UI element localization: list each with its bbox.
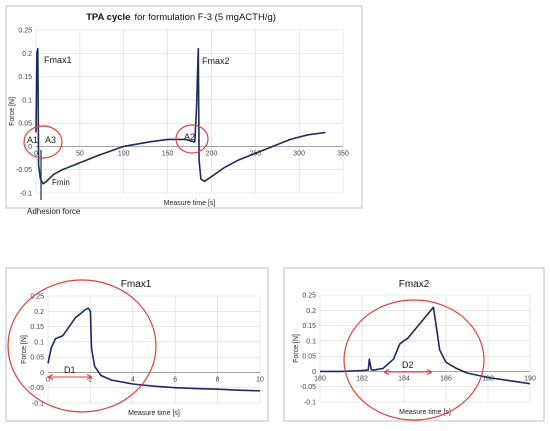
y-tick-label: -0.1 (32, 401, 44, 408)
y-tick-label: 0.05 (302, 354, 316, 361)
y-axis-title: Force [N] (21, 335, 28, 364)
annotation-a1: A1 (27, 135, 38, 145)
x-tick-label: 0 (46, 376, 50, 383)
y-tick-label: -0.1 (304, 400, 316, 407)
x-tick-label: 350 (337, 150, 349, 157)
top-gridlines (35, 29, 344, 194)
y-tick-label: 0 (312, 369, 316, 376)
right-panel: Fmax2 -0.1 -0.05 0 0.05 0.1 0.15 0.2 0.25 180 182… (283, 267, 545, 422)
annotation-a2: A2 (184, 132, 195, 142)
y-tick-label: 0.15 (18, 74, 32, 81)
d2-arrowhead-right (426, 369, 433, 375)
right-title: Fmax2 (399, 279, 430, 290)
left-title: Fmax1 (121, 279, 152, 290)
y-tick-label: -0.05 (300, 384, 316, 391)
y-tick-label: -0.05 (16, 167, 32, 174)
right-force-line (320, 306, 531, 385)
x-axis-title: Measure time [s] (128, 410, 180, 417)
x-tick-label: 300 (293, 150, 305, 157)
y-tick-label: 0.2 (22, 51, 32, 58)
x-tick-label: 0 (34, 150, 38, 157)
annotation-fmax2: Fmax2 (202, 56, 230, 66)
circle-fmax2 (343, 299, 485, 421)
top-panel-frame (5, 5, 363, 209)
x-tick-label: 184 (398, 375, 410, 382)
x-axis-title: Measure time [s] (399, 409, 451, 416)
circle-a2 (175, 124, 209, 154)
d1-label: D1 (64, 365, 76, 375)
right-panel-frame (283, 267, 545, 422)
left-panel-frame (5, 267, 269, 422)
x-tick-label: 188 (482, 375, 494, 382)
y-tick-label: 0.1 (22, 97, 32, 104)
x-tick-label: 190 (524, 375, 536, 382)
top-force-line (35, 47, 326, 185)
circle-a1-a3 (23, 125, 63, 159)
y-axis-title: Force [N] (293, 334, 300, 363)
x-tick-label: 10 (256, 376, 264, 383)
right-gridlines (319, 294, 531, 403)
left-force-line (47, 307, 261, 392)
d1-arrowhead-left (47, 374, 54, 380)
x-tick-label: 180 (314, 375, 326, 382)
y-tick-label: 0.2 (34, 309, 44, 316)
annotation-fmax1: Fmax1 (44, 55, 72, 65)
x-tick-label: 50 (76, 150, 84, 157)
y-tick-label: 0.1 (34, 339, 44, 346)
x-tick-label: 182 (356, 375, 368, 382)
x-tick-label: 100 (118, 150, 130, 157)
y-tick-label: 0.15 (30, 324, 44, 331)
y-tick-label: 0.25 (302, 293, 316, 300)
y-tick-label: 0.1 (306, 338, 316, 345)
x-axis-title: Measure time [s] (164, 200, 216, 207)
top-title: TPA cycle for formulation F-3 (5 mgACTH/g… (86, 12, 276, 23)
d2-label: D2 (402, 360, 414, 370)
annotation-adhesion-force: Adhesion force (27, 207, 81, 216)
y-tick-label: 0.25 (30, 294, 44, 301)
d1-arrowhead-right (86, 374, 93, 380)
annotation-a3: A3 (45, 135, 56, 145)
y-tick-label: 0.05 (30, 355, 44, 362)
y-tick-label: 0 (28, 144, 32, 151)
annotation-fmin: Fmin (52, 178, 70, 187)
y-tick-label: 0.2 (306, 308, 316, 315)
y-tick-label: -0.1 (20, 191, 32, 198)
x-tick-label: 2 (88, 376, 92, 383)
y-axis-title: Force [N] (9, 97, 16, 126)
x-tick-label: 186 (440, 375, 452, 382)
x-tick-label: 200 (206, 150, 218, 157)
x-tick-label: 8 (216, 376, 220, 383)
left-gridlines (47, 295, 261, 404)
circle-fmax1 (7, 279, 157, 413)
top-title-rest: for formulation F-3 (5 mgACTH/g) (134, 12, 275, 23)
top-title-bold: TPA cycle (86, 12, 130, 23)
y-tick-label: 0.25 (18, 28, 32, 35)
x-tick-label: 4 (131, 376, 135, 383)
y-tick-label: 0.05 (18, 121, 32, 128)
y-tick-label: 0.15 (302, 323, 316, 330)
top-panel: TPA cycle for formulation F-3 (5 mgACTH/g… (5, 5, 363, 216)
d2-arrowhead-left (383, 369, 390, 375)
right-axes: -0.1 -0.05 0 0.05 0.1 0.15 0.2 0.25 180 182 184 186… (293, 293, 536, 417)
y-tick-label: 0 (40, 370, 44, 377)
x-tick-label: 150 (162, 150, 174, 157)
x-tick-label: 6 (173, 376, 177, 383)
y-tick-label: -0.05 (28, 385, 44, 392)
